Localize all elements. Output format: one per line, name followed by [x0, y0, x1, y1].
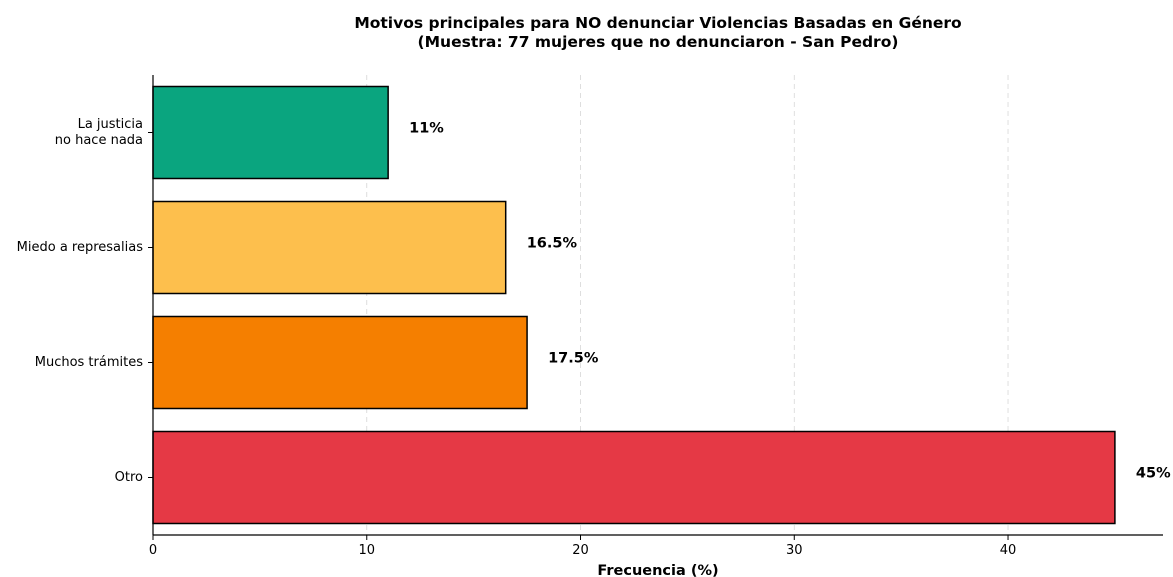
x-axis-label: Frecuencia (%)	[597, 563, 718, 577]
bar	[152, 315, 528, 410]
chart-subtitle: (Muestra: 77 mujeres que no denunciaron …	[418, 33, 899, 51]
bar	[152, 430, 1116, 525]
x-tick-label: 0	[149, 543, 157, 558]
x-tick-label: 10	[358, 543, 375, 558]
chart-title: Motivos principales para NO denunciar Vi…	[354, 14, 961, 32]
bar	[152, 200, 507, 295]
bar-value-label: 16.5%	[527, 236, 578, 252]
bar	[152, 85, 389, 180]
y-tick-label: Otro	[115, 470, 143, 485]
y-tick-label: no hace nada	[55, 133, 143, 148]
x-tick-label: 40	[1000, 543, 1017, 558]
bar-value-label: 45%	[1136, 466, 1171, 482]
y-tick-label: Miedo a represalias	[17, 240, 144, 255]
bar-value-label: 17.5%	[548, 351, 599, 367]
x-axis-ticks: 0 10 20 30 40	[149, 535, 1016, 558]
y-tick-label: La justicia	[78, 117, 143, 132]
x-tick-label: 20	[572, 543, 589, 558]
y-tick-label: Muchos trámites	[35, 355, 143, 370]
data-labels: 11% 16.5% 17.5% 45%	[409, 121, 1171, 482]
x-tick-label: 30	[786, 543, 803, 558]
bars	[152, 85, 1116, 525]
bar-value-label: 11%	[409, 121, 444, 137]
